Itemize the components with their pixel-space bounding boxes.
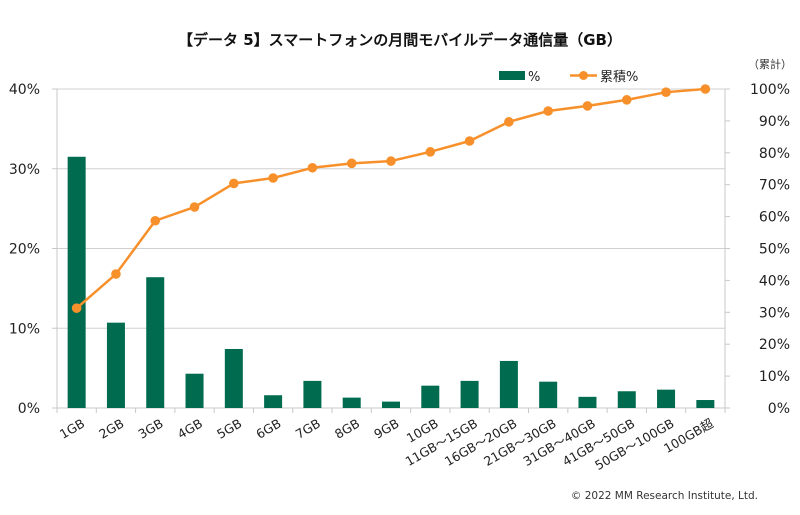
left-tick-label: 10% (9, 321, 40, 337)
x-axis-ticks: 1GB 2GB 3GB 4GB 5GB 6GB 7GB 8GB 9GB 10GB11GB～15GB… (56, 408, 726, 473)
bar (185, 373, 204, 408)
cumulative-line-series (71, 84, 711, 313)
cumulative-line (75, 87, 706, 310)
cumulative-point (621, 95, 632, 105)
bar (106, 322, 125, 408)
cumulative-point (307, 162, 318, 173)
bar (146, 277, 165, 408)
bar (224, 348, 243, 408)
cumulative-point (661, 87, 671, 97)
x-tick-label: 6GB (253, 416, 283, 442)
bar (382, 401, 400, 408)
right-tick-label: 40% (759, 273, 790, 289)
x-tick-label: 5GB (214, 416, 244, 442)
x-tick-label: 2GB (96, 416, 126, 442)
bar (696, 400, 715, 408)
cumulative-point (543, 106, 553, 116)
cumulative-point (464, 136, 475, 146)
cumulative-point (346, 158, 357, 169)
cumulative-point (582, 101, 593, 111)
right-tick-label: 90% (759, 114, 790, 130)
cumulative-point (268, 173, 278, 183)
cumulative-point (425, 147, 436, 157)
cumulative-point (386, 156, 396, 166)
cumulative-point (71, 303, 82, 313)
bar (342, 397, 361, 408)
right-tick-label: 60% (759, 210, 790, 226)
right-tick-label: 20% (759, 337, 790, 353)
bar (460, 380, 479, 408)
left-axis-ticks: 0% 10% 20% 30% 40% (9, 82, 57, 417)
chart-title: 【データ 5】スマートフォンの月間モバイルデータ通信量（GB） (178, 31, 622, 49)
right-tick-label: 30% (759, 305, 790, 321)
bar (303, 380, 322, 408)
right-tick-label: 80% (759, 146, 790, 162)
cumulative-point (504, 117, 514, 127)
legend-bar-swatch (499, 71, 525, 80)
bar (67, 156, 86, 408)
cumulative-point (189, 202, 200, 212)
right-tick-label: 70% (759, 178, 790, 194)
left-tick-label: 0% (18, 401, 40, 417)
bar (264, 395, 283, 408)
bar (499, 360, 518, 408)
right-axis-unit-label: （累計） (748, 57, 792, 71)
right-tick-label: 50% (759, 242, 790, 258)
bar (657, 389, 676, 408)
left-tick-label: 30% (9, 162, 40, 178)
legend-bar-label: % (528, 70, 540, 85)
left-tick-label: 40% (9, 82, 40, 98)
x-tick-label: 1GB (57, 416, 87, 442)
bar-series (67, 156, 715, 408)
bar (617, 391, 636, 408)
x-tick-label: 3GB (136, 416, 166, 442)
x-tick-label: 8GB (332, 416, 362, 442)
right-axis-ticks: 0% 10% 20% 30% 40% 50% 60% 70% 80% 90% 100% (725, 82, 790, 417)
bar (539, 381, 558, 408)
cumulative-point (700, 84, 711, 94)
x-tick-label: 4GB (175, 416, 205, 442)
gridlines (57, 88, 725, 329)
bar (578, 396, 597, 408)
legend-line-label: 累積% (600, 70, 638, 85)
right-tick-label: 10% (759, 369, 790, 385)
x-tick-label: 7GB (293, 416, 323, 442)
legend: % 累積% (499, 70, 638, 85)
right-tick-label: 100% (750, 82, 790, 98)
cumulative-point (150, 215, 161, 226)
cumulative-point (111, 269, 121, 279)
x-tick-label: 9GB (371, 416, 401, 442)
left-tick-label: 20% (9, 242, 40, 258)
right-tick-label: 0% (768, 401, 790, 417)
cumulative-point (229, 178, 239, 189)
copyright-notice: © 2022 MM Research Institute, Ltd. (571, 490, 758, 502)
bar (421, 385, 440, 408)
legend-line-marker (579, 71, 588, 80)
